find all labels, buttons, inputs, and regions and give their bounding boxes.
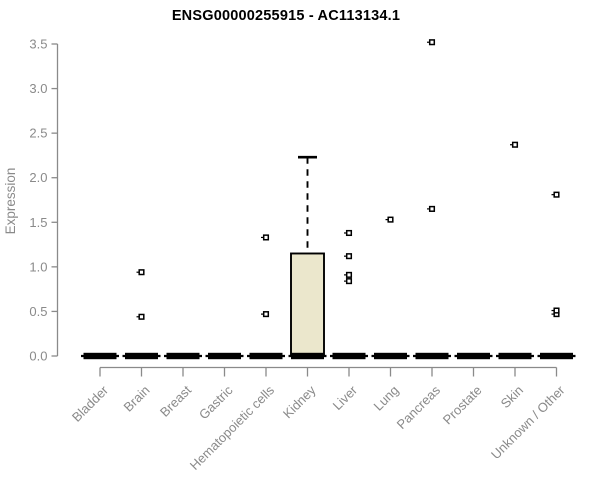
median-bar: [498, 352, 532, 360]
boxplot-brain: [122, 269, 161, 360]
x-tick-label-skin: Skin: [498, 383, 526, 411]
outlier-point: [138, 313, 145, 320]
y-axis-title: Expression: [3, 168, 18, 235]
x-tick-label-bladder: Bladder: [69, 382, 112, 425]
outlier-point: [345, 271, 353, 278]
outlier-point: [553, 307, 560, 314]
y-tick-label: 1.5: [29, 215, 47, 230]
y-tick-label: 3.5: [29, 37, 47, 52]
boxplot-pancreas: [413, 39, 451, 360]
boxplot-lung: [371, 216, 410, 360]
x-tick-label-lung: Lung: [371, 383, 402, 414]
boxplot-liver: [330, 229, 368, 360]
outlier-point: [345, 278, 353, 285]
outlier-point: [428, 39, 436, 46]
outlier-point: [511, 141, 519, 148]
median-bar: [540, 352, 573, 360]
x-tick-label-breast: Breast: [157, 382, 194, 419]
x-tick-label-kidney: Kidney: [280, 382, 319, 421]
boxplot-skin: [496, 141, 534, 360]
median-bar: [332, 352, 366, 360]
median-bar: [83, 352, 117, 360]
x-tick-label-gastric: Gastric: [196, 382, 236, 422]
median-bar: [125, 352, 158, 360]
y-tick-label: 2.0: [29, 170, 47, 185]
y-tick-label: 3.0: [29, 81, 47, 96]
y-tick-label: 0.0: [29, 349, 47, 364]
y-tick-label: 2.5: [29, 126, 47, 141]
median-bar: [249, 352, 283, 360]
x-tick-label-unknown-other: Unknown / Other: [488, 382, 568, 462]
outlier-point: [553, 191, 560, 198]
x-tick-label-pancreas: Pancreas: [394, 382, 444, 432]
box-body: [290, 252, 325, 357]
median-bar: [208, 352, 241, 360]
outlier-point: [428, 205, 436, 212]
boxplot-bladder: [81, 352, 119, 360]
y-axis: 0.0 0.5 1.0 1.5 2.0 2.5 3.0 3.5: [29, 37, 59, 364]
median-bar: [291, 352, 324, 360]
chart-title: ENSG00000255915 - AC113134.1: [171, 8, 401, 24]
median-bar: [415, 352, 449, 360]
outlier-point: [345, 253, 353, 260]
median-bar: [457, 352, 490, 360]
median-bar: [374, 352, 407, 360]
outlier-point: [138, 269, 145, 276]
median-bar: [166, 352, 200, 360]
outlier-point: [345, 229, 353, 237]
x-tick-label-prostate: Prostate: [440, 383, 485, 428]
y-tick-label: 0.5: [29, 304, 47, 319]
x-tick-label-liver: Liver: [330, 382, 361, 413]
boxplot-gastric: [205, 352, 244, 360]
x-tick-label-brain: Brain: [121, 383, 153, 415]
boxplot-prostate: [454, 352, 493, 360]
outlier-point: [262, 234, 270, 241]
outlier-point: [262, 311, 270, 318]
boxplot-hematopoietic-cells: [247, 234, 285, 360]
boxplot-breast: [164, 352, 202, 360]
outlier-point: [387, 216, 394, 223]
y-tick-label: 1.0: [29, 259, 47, 274]
boxplot-kidney: [288, 155, 327, 360]
boxplot-unknown-other: [537, 191, 576, 360]
